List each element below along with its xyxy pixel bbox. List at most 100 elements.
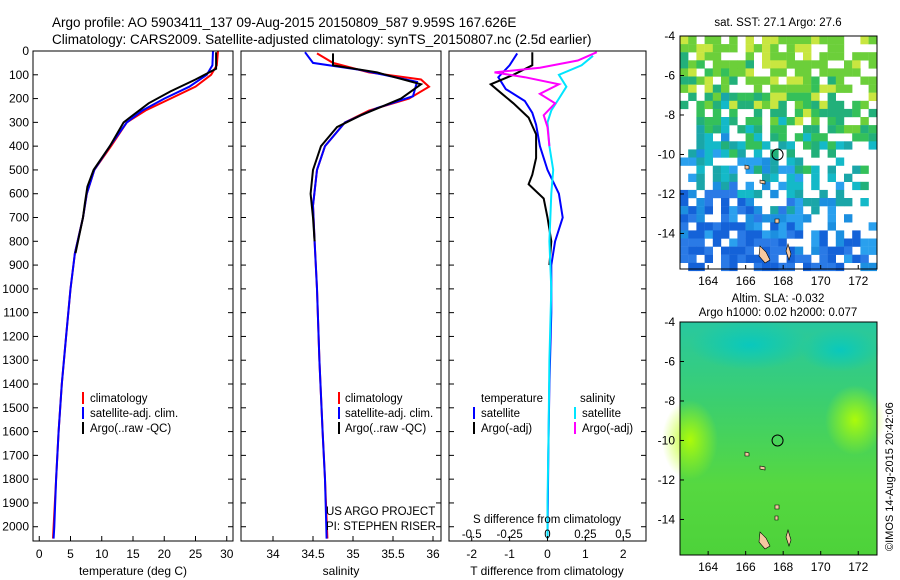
sst-cell bbox=[745, 157, 754, 166]
sla-field-low-east bbox=[800, 328, 880, 372]
sla-island-3 bbox=[774, 515, 779, 521]
sst-cell bbox=[753, 238, 763, 247]
sst-cell bbox=[762, 230, 771, 239]
sst-cell bbox=[704, 68, 713, 77]
sst-cell bbox=[868, 76, 877, 85]
sst-cell bbox=[803, 262, 812, 272]
sst-cell bbox=[835, 68, 845, 77]
sst-cell bbox=[745, 117, 754, 126]
temp-legend-climatology: climatology bbox=[90, 393, 148, 405]
sst-cell bbox=[762, 60, 771, 69]
sst-cell bbox=[770, 125, 779, 134]
sst-cell bbox=[688, 173, 697, 182]
sst-cell bbox=[721, 254, 730, 263]
sst-cell bbox=[835, 108, 845, 118]
sst-cell bbox=[827, 108, 836, 118]
temperature-profile-ytick-label-12: 1200 bbox=[2, 329, 29, 343]
sst-cell bbox=[721, 44, 730, 53]
sst-cell bbox=[835, 246, 845, 255]
temperature-profile-ytick-label-19: 1900 bbox=[2, 496, 29, 510]
sst-cell bbox=[704, 198, 713, 207]
sst-cell bbox=[811, 100, 820, 110]
sst-cell bbox=[778, 181, 787, 191]
sst-cell bbox=[835, 100, 845, 110]
sst-cell bbox=[811, 165, 820, 174]
sst-cell bbox=[704, 84, 713, 93]
difference-profile-xtick-label-2: 0 bbox=[544, 547, 551, 561]
sst-cell bbox=[770, 60, 779, 69]
difference-profile-xtick-label-0: -2 bbox=[466, 547, 477, 561]
temperature-profile-ytick-label-7: 700 bbox=[9, 211, 29, 225]
sst-cell bbox=[868, 222, 877, 231]
sst-cell bbox=[794, 222, 804, 231]
sst-cell bbox=[688, 76, 697, 85]
sst-cell bbox=[811, 117, 820, 126]
temperature-axes-frame bbox=[32, 50, 234, 542]
sst-cell bbox=[786, 181, 795, 191]
sst-cell bbox=[811, 125, 820, 134]
sst-cell bbox=[811, 76, 820, 85]
sst-cell bbox=[827, 165, 836, 174]
sst-cell bbox=[696, 181, 705, 191]
difference-panel: -2 -1 0 1 2 -0.5 -0.25 0 0.25 0.5 T difference fr… bbox=[448, 50, 647, 578]
sla-map-xtick-label-4: 172 bbox=[848, 560, 868, 574]
sst-cell bbox=[786, 246, 795, 255]
sst-cell bbox=[786, 141, 795, 150]
sst-cell bbox=[811, 206, 820, 215]
sst-cell bbox=[712, 108, 722, 118]
sst-cell bbox=[819, 254, 828, 263]
sst-cell bbox=[786, 60, 795, 69]
sst-island-3 bbox=[759, 179, 766, 185]
sst-cell bbox=[737, 141, 746, 150]
difference-profile-series-2 bbox=[546, 55, 594, 539]
sst-cell bbox=[860, 76, 869, 85]
sst-cell bbox=[729, 206, 738, 215]
sst-cell bbox=[762, 36, 771, 45]
sst-cell bbox=[868, 141, 877, 150]
difference-profile-stick-label-1: -0.25 bbox=[497, 529, 523, 541]
sst-cell bbox=[852, 230, 861, 239]
sst-cell bbox=[737, 149, 746, 158]
sst-cell bbox=[745, 165, 754, 174]
sst-cell bbox=[852, 108, 861, 118]
temperature-marks bbox=[52, 50, 219, 539]
salinity-profile-series-0 bbox=[311, 52, 431, 539]
sst-cell bbox=[852, 52, 861, 61]
sst-cell bbox=[688, 68, 697, 77]
sst-cell bbox=[721, 84, 730, 93]
sst-cell bbox=[868, 84, 877, 93]
sst-cell bbox=[819, 60, 828, 69]
sst-cell bbox=[868, 60, 877, 69]
sst-cell bbox=[680, 52, 689, 61]
sst-cell bbox=[794, 173, 804, 182]
temperature-profile-xtick-label-1: 5 bbox=[67, 547, 74, 561]
sst-cell bbox=[794, 198, 804, 207]
temperature-profile-series-0 bbox=[52, 50, 219, 539]
sst-cell bbox=[827, 254, 836, 263]
sst-cell bbox=[712, 230, 722, 239]
sst-island-5 bbox=[785, 242, 792, 261]
sst-cell bbox=[835, 125, 845, 134]
sst-cell bbox=[753, 84, 763, 93]
sst-cell bbox=[712, 100, 722, 110]
sst-cell bbox=[721, 230, 730, 239]
sst-cell bbox=[712, 125, 722, 134]
sst-cell bbox=[770, 238, 779, 247]
sst-cell bbox=[721, 198, 730, 207]
sst-map-xtick-label-1: 166 bbox=[736, 274, 756, 288]
sst-cell bbox=[729, 238, 738, 247]
sst-cell bbox=[762, 181, 771, 191]
sst-cell bbox=[729, 189, 738, 199]
sst-cell bbox=[827, 262, 836, 272]
sst-cell bbox=[704, 157, 713, 166]
sst-cell bbox=[712, 92, 722, 101]
sst-island-1 bbox=[758, 245, 771, 264]
sst-cell bbox=[737, 189, 746, 199]
sst-cell bbox=[704, 149, 713, 158]
sst-cell bbox=[835, 52, 845, 61]
sla-map-ytick-label-3: -10 bbox=[658, 433, 676, 447]
sst-cell bbox=[680, 36, 689, 45]
sst-cell bbox=[827, 198, 836, 207]
diff-legend-temp-sat: satellite bbox=[481, 408, 520, 420]
sst-cell bbox=[794, 165, 804, 174]
